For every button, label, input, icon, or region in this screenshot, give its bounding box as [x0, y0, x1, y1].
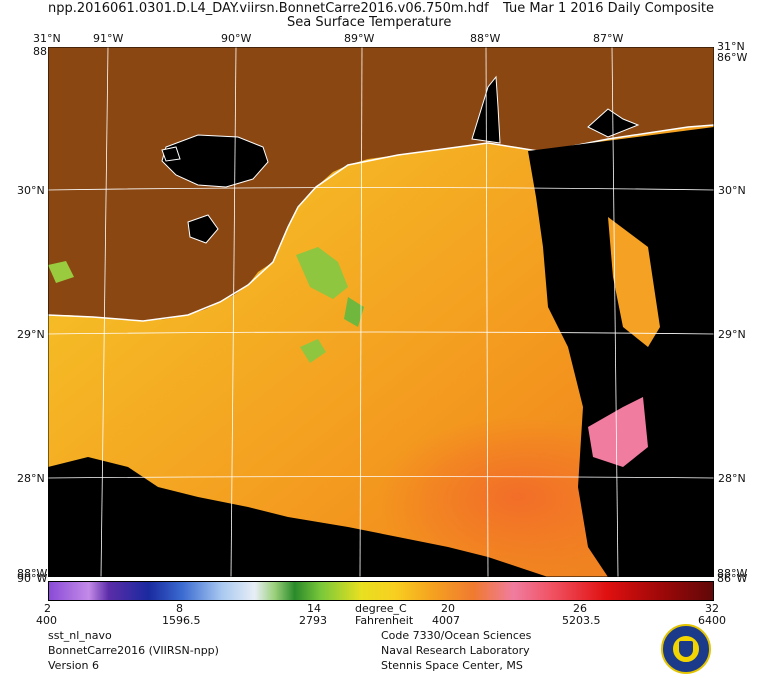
image-filename: npp.2016061.0301.D.L4_DAY.viirsn.BonnetC… [48, 1, 489, 16]
colorbar-tick-c-14: 14 [307, 602, 321, 615]
sst-map [48, 47, 714, 577]
pink-warm-patch [588, 397, 648, 467]
colorbar-tick-c-26: 26 [573, 602, 587, 615]
colorbar-tick-c-20: 20 [441, 602, 455, 615]
corner-lon-top-right: 86°W [717, 51, 748, 64]
corner-lon-bottom-right: 86°W [717, 572, 748, 585]
water-east-strip [608, 217, 660, 347]
sst-colorbar [48, 581, 714, 601]
footer-version: Version 6 [48, 659, 99, 672]
delta-green-water [344, 297, 364, 327]
colorbar-tick-c-32: 32 [705, 602, 719, 615]
nearshore-cool-water [296, 247, 348, 299]
lat-label-right-29: 29°N [718, 328, 746, 341]
footer-algorithm: sst_nl_navo [48, 629, 112, 642]
colorbar-tick-c-8: 8 [176, 602, 183, 615]
lake-pontchartrain [161, 134, 269, 188]
land-area [48, 47, 714, 321]
colorbar-tick-f-1596: 1596.5 [162, 614, 201, 627]
colorbar-tick-f-400: 400 [36, 614, 57, 627]
corner-lat-top-right: 31°N [717, 40, 745, 53]
graticule [48, 47, 714, 577]
composite-date: Tue Mar 1 2016 Daily Composite [503, 1, 715, 16]
footer-code: Code 7330/Ocean Sciences [381, 629, 532, 642]
lake-maurepas [161, 146, 181, 162]
lat-label-left-30: 30°N [17, 184, 45, 197]
lat-label-left-28: 28°N [17, 472, 45, 485]
lon-label-top-87: 87°W [593, 32, 624, 45]
footer-lab: Naval Research Laboratory [381, 644, 530, 657]
colorbar-tick-f-6400: 6400 [698, 614, 726, 627]
colorbar-tick-f-2793: 2793 [299, 614, 327, 627]
colorbar-unit-fahrenheit: Fahrenheit [355, 614, 414, 627]
cloud-nodata-southwest [48, 457, 548, 577]
lat-label-left-29: 29°N [17, 328, 45, 341]
product-title: Sea Surface Temperature [287, 15, 452, 30]
coastline [48, 124, 714, 322]
footer-region: BonnetCarre2016 (VIIRSN-npp) [48, 644, 219, 657]
lon-label-top-88: 88°W [470, 32, 501, 45]
colorbar-tick-f-4007: 4007 [432, 614, 460, 627]
lat-label-right-30: 30°N [718, 184, 746, 197]
colorbar-unit-celsius: degree_C [355, 602, 407, 615]
delta-green-plume [300, 339, 326, 363]
colorbar-tick-c-2: 2 [44, 602, 51, 615]
lat-label-right-28: 28°N [718, 472, 746, 485]
west-green-water [48, 261, 74, 283]
lon-label-top-90: 90°W [221, 32, 252, 45]
inland-lake [187, 214, 219, 244]
corner-lon-bottom-left: 90°W [17, 572, 48, 585]
lon-label-top-91: 91°W [93, 32, 124, 45]
cloud-nodata-east [528, 127, 714, 577]
nrl-seal-logo [661, 624, 711, 674]
footer-location: Stennis Space Center, MS [381, 659, 523, 672]
corner-lat-bottom-right: 88°W [717, 567, 748, 580]
corner-lat-top-left: 31°N [33, 32, 61, 45]
lon-label-top-89: 89°W [344, 32, 375, 45]
colorbar-tick-f-5203: 5203.5 [562, 614, 601, 627]
corner-lat-bottom-left: 88°W [17, 567, 48, 580]
